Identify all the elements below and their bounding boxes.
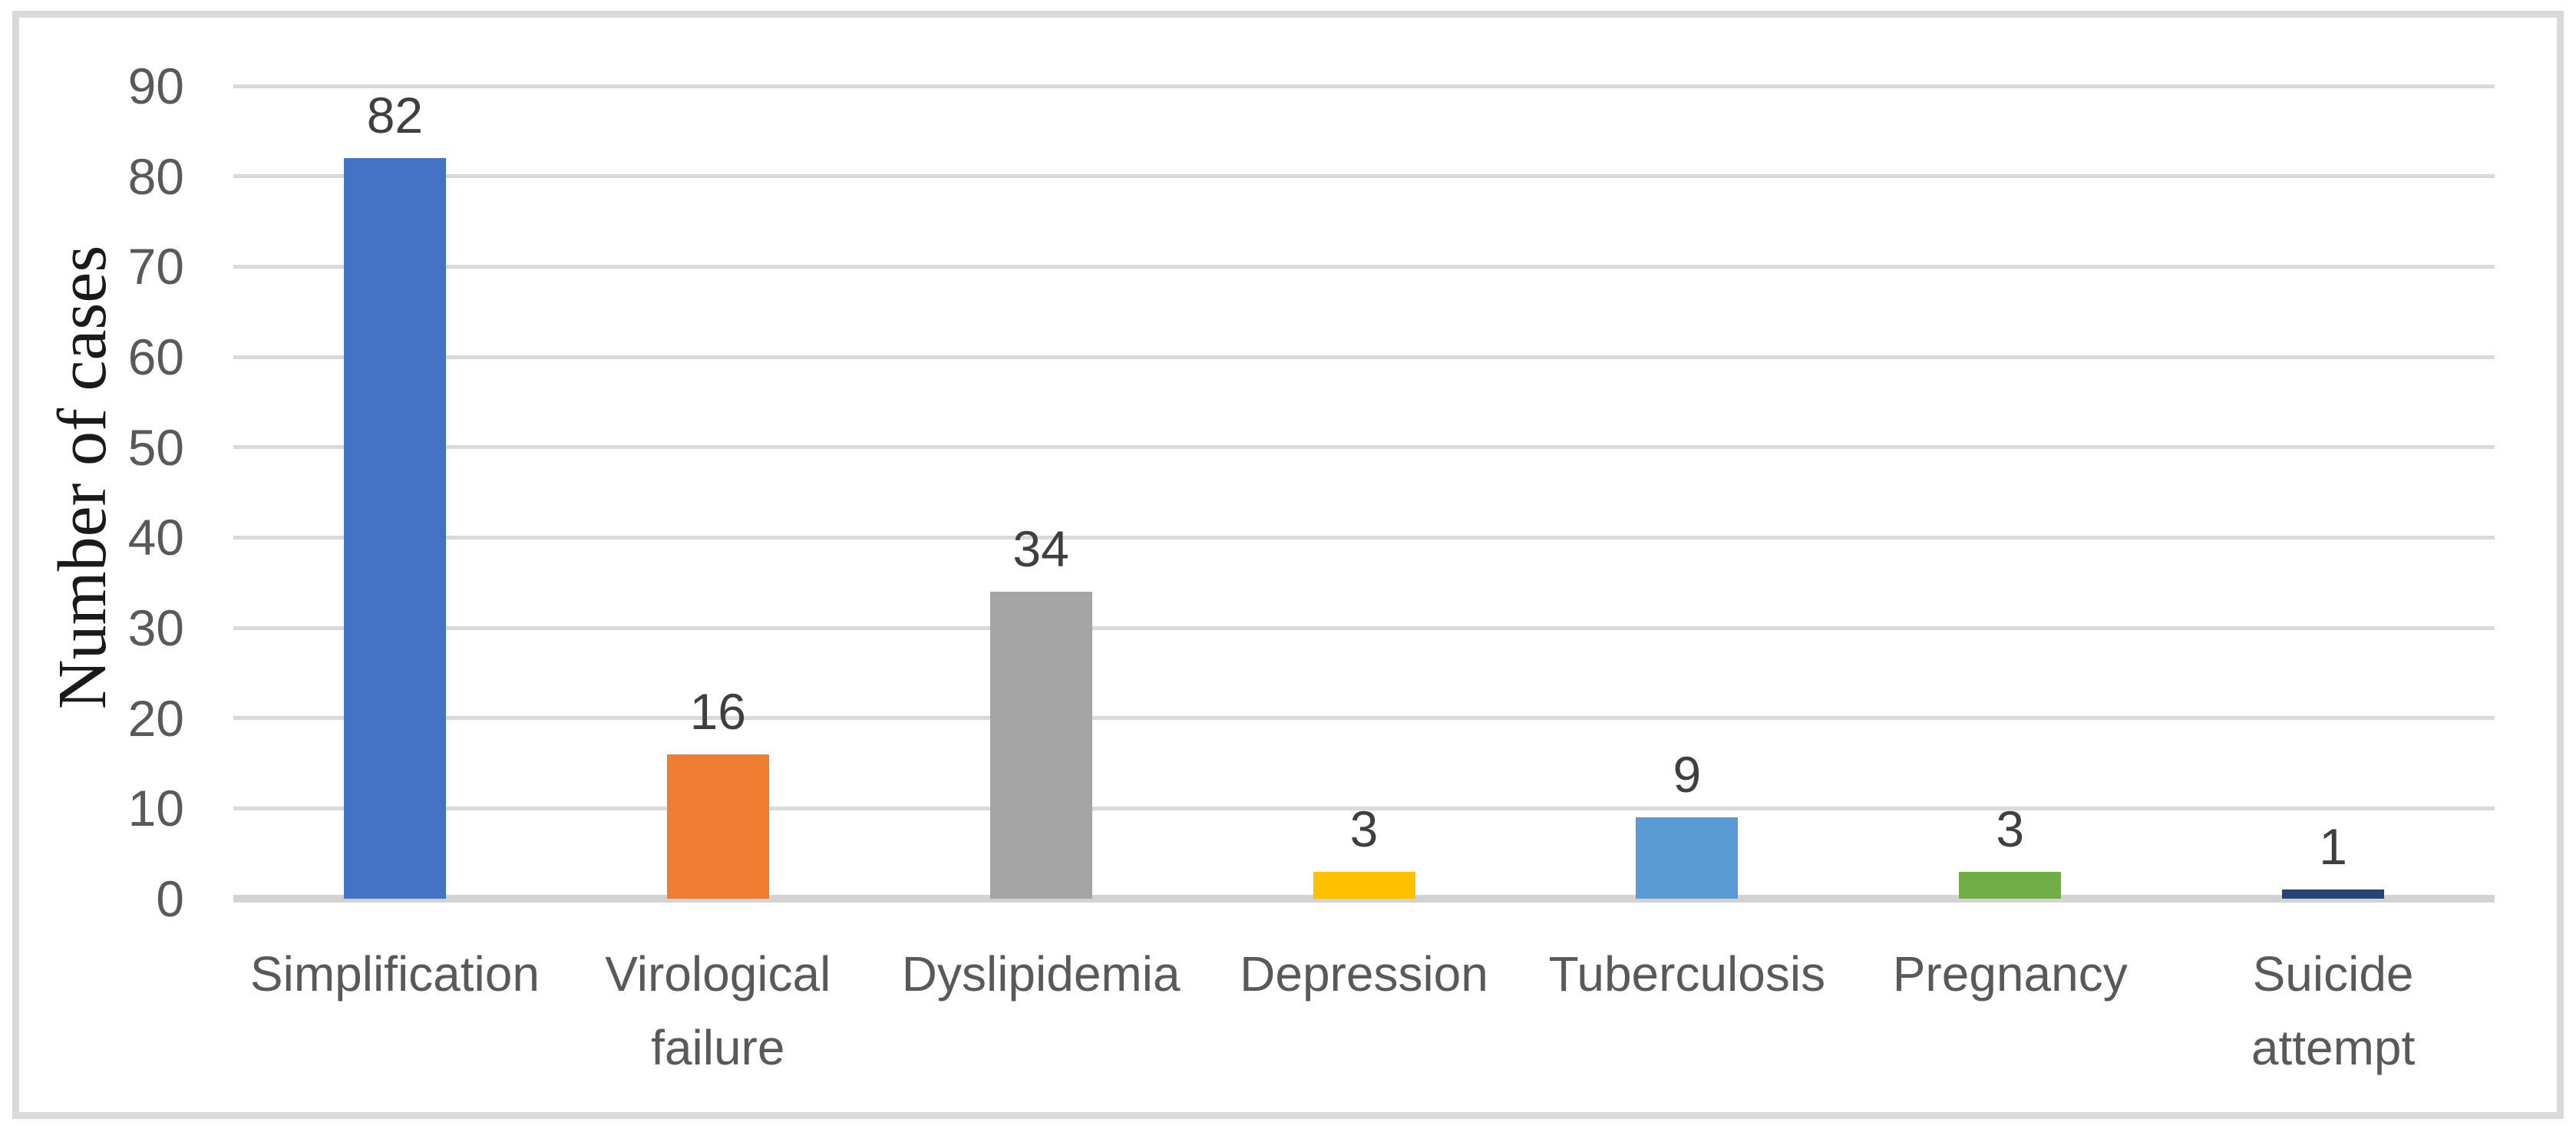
x-category-label-simplification: Simplification bbox=[249, 946, 540, 1002]
y-tick-label-70: 70 bbox=[127, 238, 184, 295]
y-tick-label-50: 50 bbox=[127, 418, 184, 476]
x-axis-line bbox=[233, 895, 2495, 903]
y-tick-label-60: 60 bbox=[127, 328, 184, 385]
y-tick-label-0: 0 bbox=[156, 870, 184, 927]
gridline-y70 bbox=[233, 264, 2495, 269]
data-label-tuberculosis: 9 bbox=[1673, 746, 1702, 804]
y-tick-label-30: 30 bbox=[127, 599, 184, 656]
gridline-y10 bbox=[233, 806, 2495, 810]
x-category-label-tuberculosis: Tuberculosis bbox=[1548, 946, 1826, 1002]
data-label-dyslipidemia: 34 bbox=[1012, 520, 1069, 577]
bar-dyslipidemia bbox=[989, 591, 1092, 899]
x-category-label-pregnancy: Pregnancy bbox=[1892, 946, 2128, 1002]
bar-depression bbox=[1313, 871, 1415, 899]
bar-simplification bbox=[343, 158, 446, 899]
bar-pregnancy bbox=[1959, 871, 2062, 899]
gridline-y30 bbox=[233, 625, 2495, 630]
x-category-label-depression: Depression bbox=[1240, 946, 1488, 1002]
gridline-y20 bbox=[233, 716, 2495, 721]
x-category-label-dyslipidemia: Dyslipidemia bbox=[901, 946, 1181, 1002]
gridline-y80 bbox=[233, 174, 2495, 179]
bar-virological-failure bbox=[666, 754, 769, 899]
y-tick-label-90: 90 bbox=[127, 58, 184, 114]
data-label-pregnancy: 3 bbox=[1996, 800, 2025, 857]
gridline-y90 bbox=[233, 84, 2495, 88]
y-tick-label-10: 10 bbox=[127, 780, 184, 837]
gridline-y60 bbox=[233, 355, 2495, 359]
data-label-suicide-attempt: 1 bbox=[2319, 818, 2347, 876]
bar-tuberculosis bbox=[1636, 817, 1739, 899]
y-tick-label-80: 80 bbox=[127, 147, 184, 205]
data-label-depression: 3 bbox=[1349, 800, 1379, 857]
y-tick-label-40: 40 bbox=[127, 509, 184, 566]
gridline-y40 bbox=[233, 535, 2495, 540]
x-category-label-virological-failure: Virological failure bbox=[605, 946, 831, 1075]
data-label-virological-failure: 16 bbox=[689, 682, 746, 740]
y-tick-label-20: 20 bbox=[127, 689, 184, 747]
bar-suicide-attempt bbox=[2282, 889, 2385, 899]
data-label-simplification: 82 bbox=[366, 87, 424, 144]
gridline-y50 bbox=[233, 445, 2495, 450]
x-category-label-suicide-attempt: Suicide attempt bbox=[2251, 946, 2416, 1075]
